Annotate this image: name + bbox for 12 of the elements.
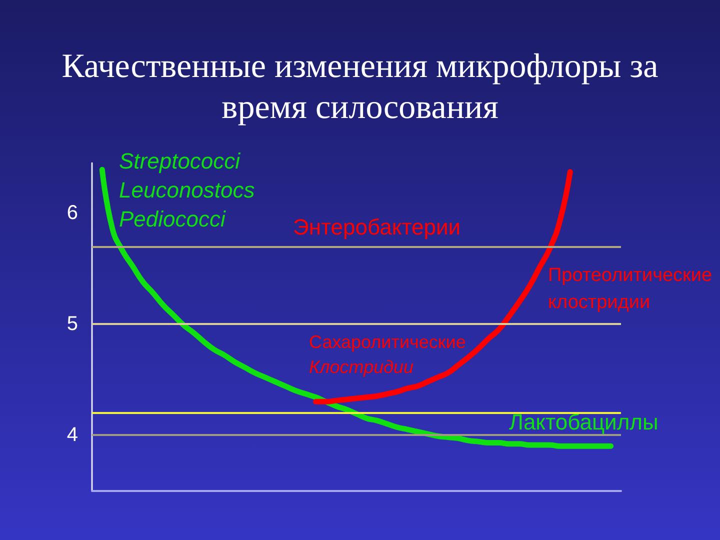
y-tick-label: 5	[66, 312, 78, 335]
annotation: Pediococci	[119, 206, 227, 232]
annotation: Клостридии	[309, 357, 414, 377]
annotation: Сахаролитические	[309, 332, 466, 352]
annotation: Лактобациллы	[509, 410, 658, 434]
annotation: Протеолитические клостридии	[548, 265, 712, 313]
annotation: Энтеробактерии	[293, 214, 461, 240]
y-tick-label: 4	[66, 424, 78, 446]
y-tick-label: 6	[66, 202, 78, 224]
chart-title: Качественные изменения микрофлоры за время силосования	[60, 47, 660, 128]
annotation: Streptococci	[119, 148, 242, 174]
annotation: Leuconostocs	[119, 178, 255, 202]
